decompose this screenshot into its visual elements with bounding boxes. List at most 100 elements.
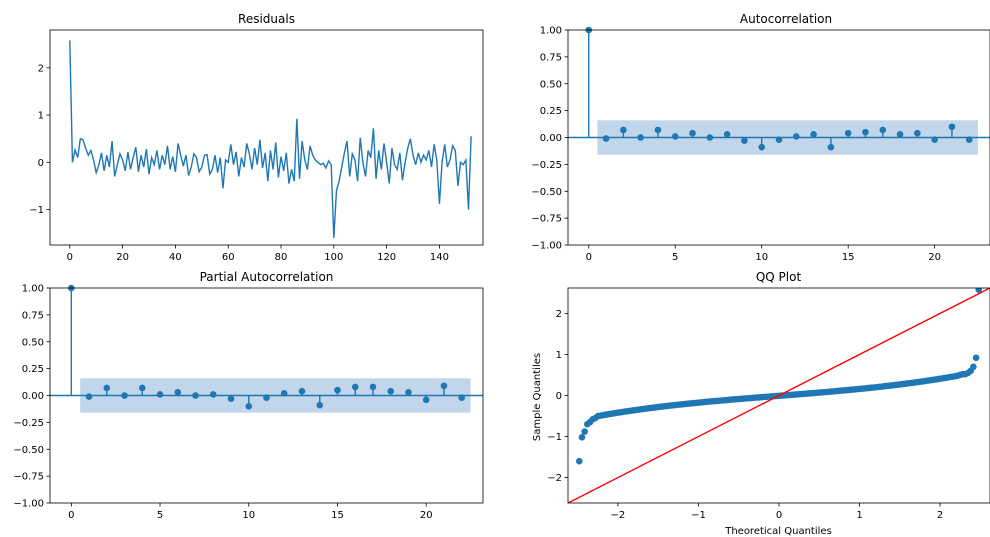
stem-marker xyxy=(723,130,731,138)
qq-points xyxy=(575,288,983,465)
stem-marker xyxy=(192,392,199,399)
qq-panel: QQ Plot Theoretical Quantiles Sample Qua… xyxy=(532,270,990,537)
y-tick-label: −1 xyxy=(547,432,562,443)
x-tick-label: −1 xyxy=(691,510,706,521)
stem-marker xyxy=(458,394,466,401)
y-tick-label: −0.75 xyxy=(531,214,562,225)
x-tick-label: 20 xyxy=(928,252,941,263)
y-tick-label: 1 xyxy=(556,350,562,361)
qq-title: QQ Plot xyxy=(756,270,802,284)
stem-marker xyxy=(602,135,610,142)
stem-marker xyxy=(671,133,679,140)
y-tick-label: 2 xyxy=(556,309,562,320)
stem-marker xyxy=(810,130,817,138)
y-tick-label: −1.00 xyxy=(531,241,562,252)
y-tick-label: −0.25 xyxy=(531,160,562,171)
stem-marker xyxy=(758,143,766,151)
y-tick-label: 1 xyxy=(38,111,44,122)
y-tick-label: 0.75 xyxy=(540,52,562,63)
stem-marker xyxy=(85,393,93,400)
y-tick-label: 0.50 xyxy=(22,337,44,348)
qq-point xyxy=(575,457,583,465)
x-tick-label: 10 xyxy=(755,252,768,263)
x-tick-label: 15 xyxy=(842,252,855,263)
stem-marker xyxy=(298,387,306,395)
x-tick-label: 140 xyxy=(430,252,449,263)
qq-point xyxy=(578,434,586,441)
y-tick-label: 0.00 xyxy=(540,133,562,144)
y-tick-label: −0.50 xyxy=(531,187,562,198)
stem-marker xyxy=(965,136,973,143)
y-tick-label: −2 xyxy=(547,473,562,484)
stem-marker xyxy=(879,126,887,134)
x-tick-label: 5 xyxy=(157,510,163,521)
qq-xlabel: Theoretical Quantiles xyxy=(724,526,832,537)
stem-marker xyxy=(620,126,627,134)
x-tick-label: 80 xyxy=(275,252,288,263)
y-tick-label: 0.75 xyxy=(22,310,44,321)
x-tick-label: 20 xyxy=(420,510,433,521)
y-tick-label: −0.75 xyxy=(13,472,44,483)
stem-marker xyxy=(369,383,377,391)
stem-marker xyxy=(174,388,182,396)
pacf-panel: Partial Autocorrelation 0 5 10 15 20 −1.00 −0.… xyxy=(13,270,484,521)
stem-marker xyxy=(209,391,217,398)
y-tick-label: 1.00 xyxy=(540,26,562,37)
stem-marker xyxy=(654,126,662,134)
y-tick-label: −0.50 xyxy=(13,445,44,456)
x-tick-label: 120 xyxy=(377,252,396,263)
stem-marker xyxy=(227,395,235,403)
qq-point xyxy=(970,363,977,371)
stem-marker xyxy=(405,388,412,396)
stem-marker xyxy=(844,129,852,137)
x-tick-label: 0 xyxy=(776,510,782,521)
x-tick-label: 0 xyxy=(68,510,74,521)
y-tick-label: 0.00 xyxy=(22,391,44,402)
x-tick-label: 15 xyxy=(331,510,344,521)
stem-marker xyxy=(334,386,341,394)
stem-marker xyxy=(387,387,395,395)
stem-marker xyxy=(792,133,800,140)
stem-marker xyxy=(422,396,430,404)
x-tick-label: 60 xyxy=(222,252,235,263)
x-tick-label: 5 xyxy=(672,252,678,263)
y-tick-label: 0.50 xyxy=(540,79,562,90)
stem-marker xyxy=(121,392,128,399)
x-tick-label: 2 xyxy=(937,510,943,521)
stem-marker xyxy=(896,130,904,138)
y-tick-label: −1.00 xyxy=(13,499,44,510)
stem-marker xyxy=(775,136,783,143)
stem-marker xyxy=(689,129,696,137)
acf-panel: Autocorrelation 0 5 10 15 20 −1.00 −0.75 −0.50 −… xyxy=(531,12,990,263)
stem-marker xyxy=(280,390,288,397)
x-tick-label: 40 xyxy=(169,252,182,263)
stem-marker xyxy=(263,394,270,401)
x-tick-label: 0 xyxy=(67,252,73,263)
y-tick-label: 0.25 xyxy=(22,364,44,375)
x-tick-label: 0 xyxy=(586,252,592,263)
stem-marker xyxy=(156,391,164,398)
x-tick-label: 100 xyxy=(324,252,343,263)
stem-marker xyxy=(706,134,714,141)
stem-marker xyxy=(862,128,869,136)
qq-point xyxy=(975,288,983,293)
y-tick-label: −1 xyxy=(29,205,44,216)
axes-frame xyxy=(49,29,484,246)
stem-marker xyxy=(931,136,938,143)
y-tick-label: 0.25 xyxy=(540,106,562,117)
stem-marker xyxy=(741,137,748,145)
qq-point xyxy=(972,354,980,362)
x-tick-label: 10 xyxy=(242,510,255,521)
stem-marker xyxy=(103,384,111,392)
y-tick-label: 0 xyxy=(38,158,44,169)
x-tick-label: 20 xyxy=(116,252,129,263)
stem-marker xyxy=(637,134,644,141)
pacf-title: Partial Autocorrelation xyxy=(200,270,334,284)
stem-marker xyxy=(316,401,324,409)
residuals-panel: Residuals 0 20 40 60 80 100 120 140 −1 0 1 2 xyxy=(29,12,484,263)
qq-reference-line xyxy=(568,288,990,503)
x-tick-label: 1 xyxy=(856,510,862,521)
stem-marker xyxy=(440,382,448,390)
stem-marker xyxy=(245,402,253,410)
x-tick-label: −2 xyxy=(611,510,626,521)
